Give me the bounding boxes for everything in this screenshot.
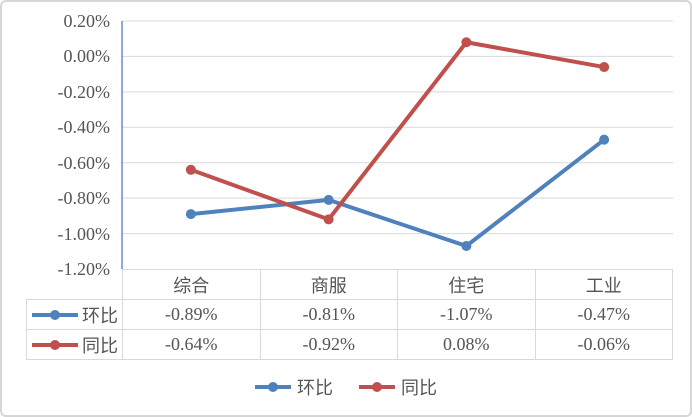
value-cell: -0.89% [122,299,261,330]
value-cell: -0.47% [534,299,673,330]
legend-item: 同比 [359,374,437,400]
series-key-icon [32,339,78,350]
legend-label: 同比 [401,378,437,398]
table-row: 环比 -0.89% -0.81% -1.07% -0.47% [26,299,673,330]
series-name: 环比 [82,305,118,326]
y-axis-tick-label: -0.60% [57,152,111,173]
data-point-marker [599,62,610,73]
value-cell: -0.92% [259,329,398,360]
category-header: 商服 [259,269,398,300]
value-cell: -1.07% [397,299,536,330]
legend-label: 环比 [297,378,333,398]
series-label-cell: 同比 [26,329,123,360]
y-axis-tick-label: -0.40% [57,117,111,138]
y-axis-tick-label: 0.20% [63,11,111,31]
data-table: 综合 商服 住宅 工业 环比 -0.89% -0.81% -1.07% -0.47% 同比 -0.6… [26,269,673,360]
data-point-marker [185,209,196,220]
value-cell: -0.06% [534,329,673,360]
data-point-marker [323,214,334,225]
category-header: 住宅 [397,269,536,300]
series-key-icon [359,382,395,392]
data-point-marker [461,37,472,48]
chart-legend: 环比 同比 [2,372,690,402]
data-point-marker [185,164,196,175]
series-line-huanbi [188,137,607,248]
data-point-marker [461,240,472,251]
y-axis-tick-label: -1.00% [57,223,111,244]
value-cell: -0.81% [259,299,398,330]
value-cell: -0.64% [122,329,261,360]
y-axis-tick-label: -0.80% [57,188,111,209]
value-cell: 0.08% [397,329,536,360]
table-row: 同比 -0.64% -0.92% 0.08% -0.06% [26,329,673,360]
table-corner-cell [26,269,123,300]
series-key-icon [255,382,291,392]
series-name: 同比 [82,335,118,356]
series-label-cell: 环比 [26,299,123,330]
series-key-icon [32,309,78,320]
y-axis-tick-label: 0.00% [63,46,111,67]
y-axis-tick-label: -0.20% [57,81,111,102]
series-line-tongbi [188,40,607,222]
data-point-marker [323,194,334,205]
data-point-marker [599,134,610,145]
category-header: 工业 [534,269,673,300]
legend-item: 环比 [255,374,333,400]
category-header: 综合 [122,269,261,300]
